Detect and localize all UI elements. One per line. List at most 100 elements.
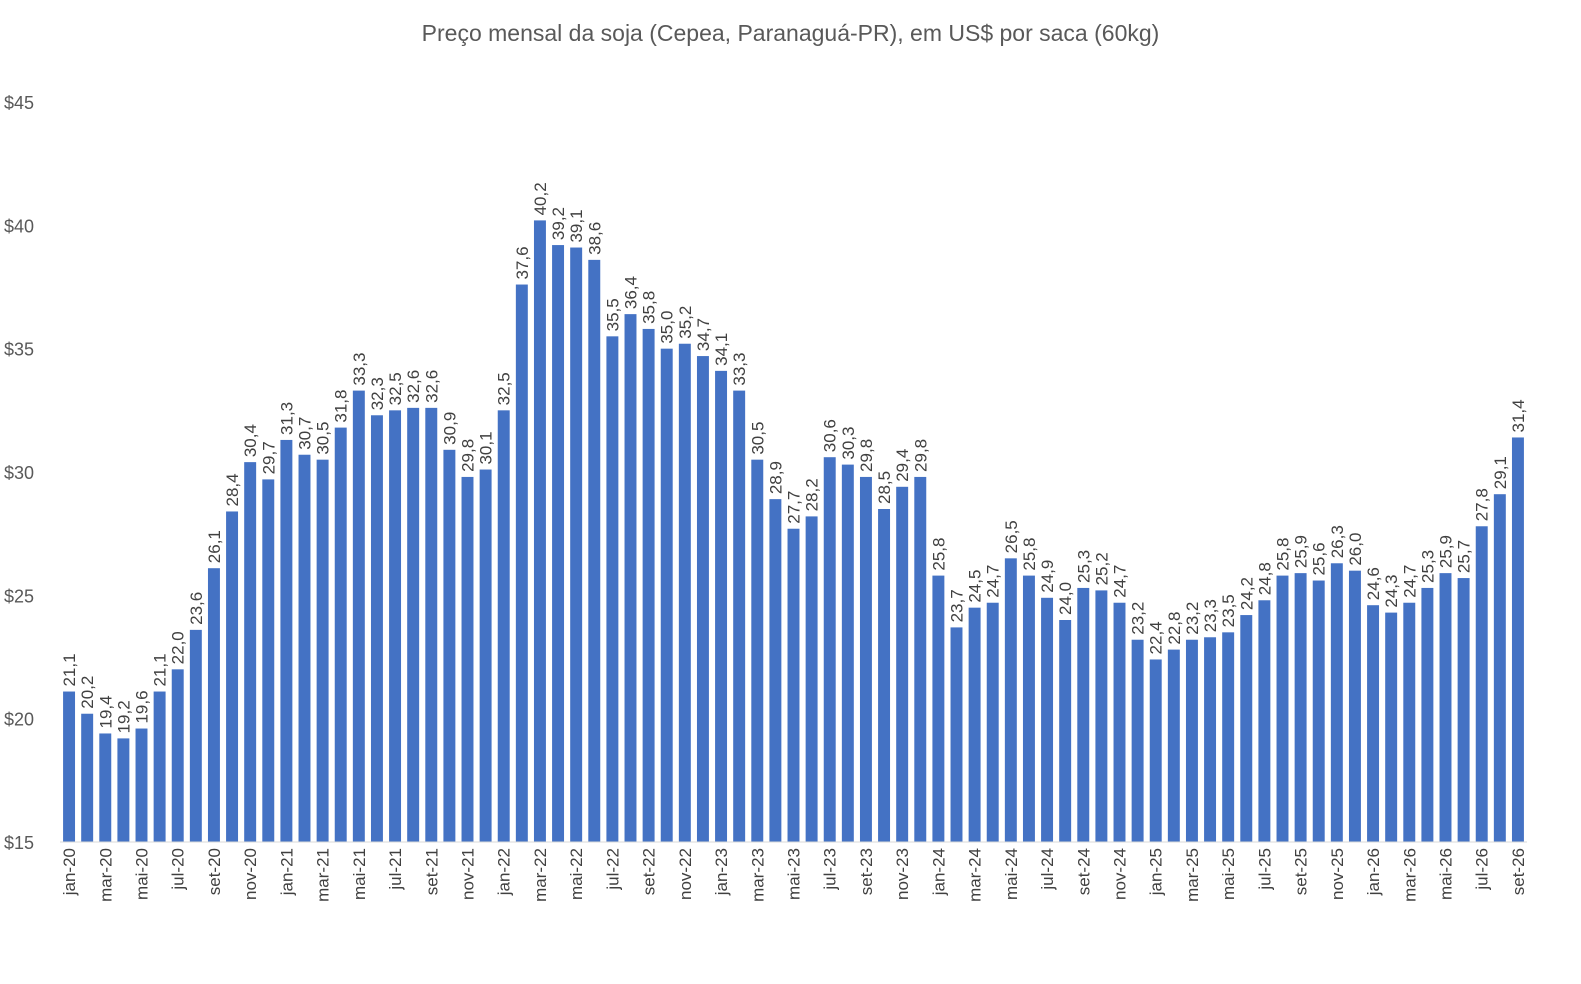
x-tick-label: jan-24: [929, 848, 948, 896]
x-tick-label: mar-25: [1183, 848, 1202, 902]
bar-abr-20: [117, 738, 130, 842]
bar-nov-24: [1113, 602, 1126, 842]
x-axis: jan-20 mar-20 mai-20 jul-20 set-20 nov-20 jan-…: [60, 841, 1528, 902]
bar-set-22: [642, 328, 655, 842]
bar-mar-21: [316, 459, 329, 842]
x-tick-label: set-21: [422, 848, 441, 895]
data-label: 32,3: [368, 377, 387, 410]
x-tick-label: nov-22: [676, 848, 695, 900]
data-label: 37,6: [513, 246, 532, 279]
data-label: 22,0: [169, 631, 188, 664]
x-tick-label: nov-24: [1111, 848, 1130, 900]
data-label: 25,7: [1455, 540, 1474, 573]
x-tick-label: jan-20: [60, 848, 79, 896]
bar-jun-20: [153, 691, 166, 842]
data-label: 35,5: [603, 298, 622, 331]
bar-abr-25: [1204, 637, 1217, 842]
x-tick-label: mai-20: [133, 848, 152, 900]
x-tick-label: jan-23: [712, 848, 731, 896]
x-tick-label: nov-23: [893, 848, 912, 900]
data-label: 30,5: [748, 422, 767, 455]
data-label: 25,6: [1310, 542, 1329, 575]
data-label: 32,6: [404, 370, 423, 403]
data-label: 39,1: [567, 209, 586, 242]
bar-mar-22: [533, 220, 546, 842]
bar-fev-26: [1385, 612, 1398, 842]
data-label: 25,8: [1020, 538, 1039, 571]
y-tick-label: $15: [4, 833, 34, 853]
data-label: 21,1: [151, 653, 170, 686]
data-label: 21,1: [60, 653, 79, 686]
y-tick-label: $30: [4, 463, 34, 483]
bar-jul-25: [1258, 600, 1271, 842]
data-label: 25,9: [1437, 535, 1456, 568]
data-label: 25,2: [1092, 552, 1111, 585]
bar-abr-22: [552, 245, 565, 843]
data-label: 29,8: [911, 439, 930, 472]
data-label: 28,5: [875, 471, 894, 504]
bar-ago-20: [189, 629, 202, 842]
bar-jun-25: [1240, 615, 1253, 842]
bar-jul-20: [171, 669, 184, 842]
data-label: 23,2: [1183, 602, 1202, 635]
data-label: 26,5: [1002, 520, 1021, 553]
data-label: 25,3: [1074, 550, 1093, 583]
bar-fev-21: [298, 454, 311, 842]
data-label: 35,8: [640, 291, 659, 324]
data-label: 24,2: [1237, 577, 1256, 610]
bar-set-21: [425, 407, 438, 842]
bar-abr-24: [986, 602, 999, 842]
data-label: 24,8: [1255, 562, 1274, 595]
data-label: 25,8: [1274, 538, 1293, 571]
data-label: 27,7: [785, 491, 804, 524]
chart-title: Preço mensal da soja (Cepea, Paranaguá-P…: [421, 20, 1160, 46]
data-label: 35,2: [676, 306, 695, 339]
data-label: 22,8: [1165, 612, 1184, 645]
data-label: 23,7: [948, 589, 967, 622]
bar-mar-25: [1185, 639, 1198, 842]
bar-set-23: [859, 476, 872, 842]
bar-jan-26: [1367, 605, 1380, 842]
bar-jan-24: [932, 575, 945, 842]
data-label: 24,0: [1056, 582, 1075, 615]
data-label: 27,8: [1473, 488, 1492, 521]
y-tick-label: $45: [4, 93, 34, 113]
x-tick-label: set-26: [1509, 848, 1528, 895]
bar-jun-22: [588, 259, 601, 842]
x-tick-label: mar-20: [96, 848, 115, 902]
bar-mai-22: [570, 247, 583, 843]
data-label: 24,7: [984, 565, 1003, 598]
data-label: 33,3: [350, 353, 369, 386]
x-tick-label: mai-23: [785, 848, 804, 900]
data-label: 31,3: [277, 402, 296, 435]
bar-set-25: [1294, 573, 1307, 842]
bar-jul-24: [1041, 597, 1054, 842]
bar-jan-22: [497, 410, 510, 842]
bar-abr-23: [769, 499, 782, 842]
y-axis: $15 $20 $25 $30 $35 $40 $45: [4, 93, 34, 853]
x-tick-label: set-23: [857, 848, 876, 895]
bar-jan-25: [1149, 659, 1162, 842]
data-label: 32,5: [495, 372, 514, 405]
x-tick-label: nov-20: [241, 848, 260, 900]
data-label: 33,3: [730, 353, 749, 386]
bar-ago-26: [1493, 494, 1506, 842]
data-label: 24,5: [966, 570, 985, 603]
bar-out-23: [878, 509, 891, 842]
x-tick-label: mai-22: [567, 848, 586, 900]
data-label: 31,8: [332, 390, 351, 423]
data-label: 23,3: [1201, 599, 1220, 632]
data-label: 24,6: [1364, 567, 1383, 600]
bar-mar-24: [968, 607, 981, 842]
bar-out-22: [660, 348, 673, 842]
bar-dez-23: [914, 476, 927, 842]
data-label: 29,4: [893, 449, 912, 482]
data-label: 24,3: [1382, 575, 1401, 608]
x-tick-label: mai-21: [350, 848, 369, 900]
bar-nov-22: [678, 343, 691, 842]
bar-mar-26: [1403, 602, 1416, 842]
bar-out-24: [1095, 590, 1108, 842]
bar-dez-24: [1131, 639, 1144, 842]
bar-fev-24: [950, 627, 963, 842]
